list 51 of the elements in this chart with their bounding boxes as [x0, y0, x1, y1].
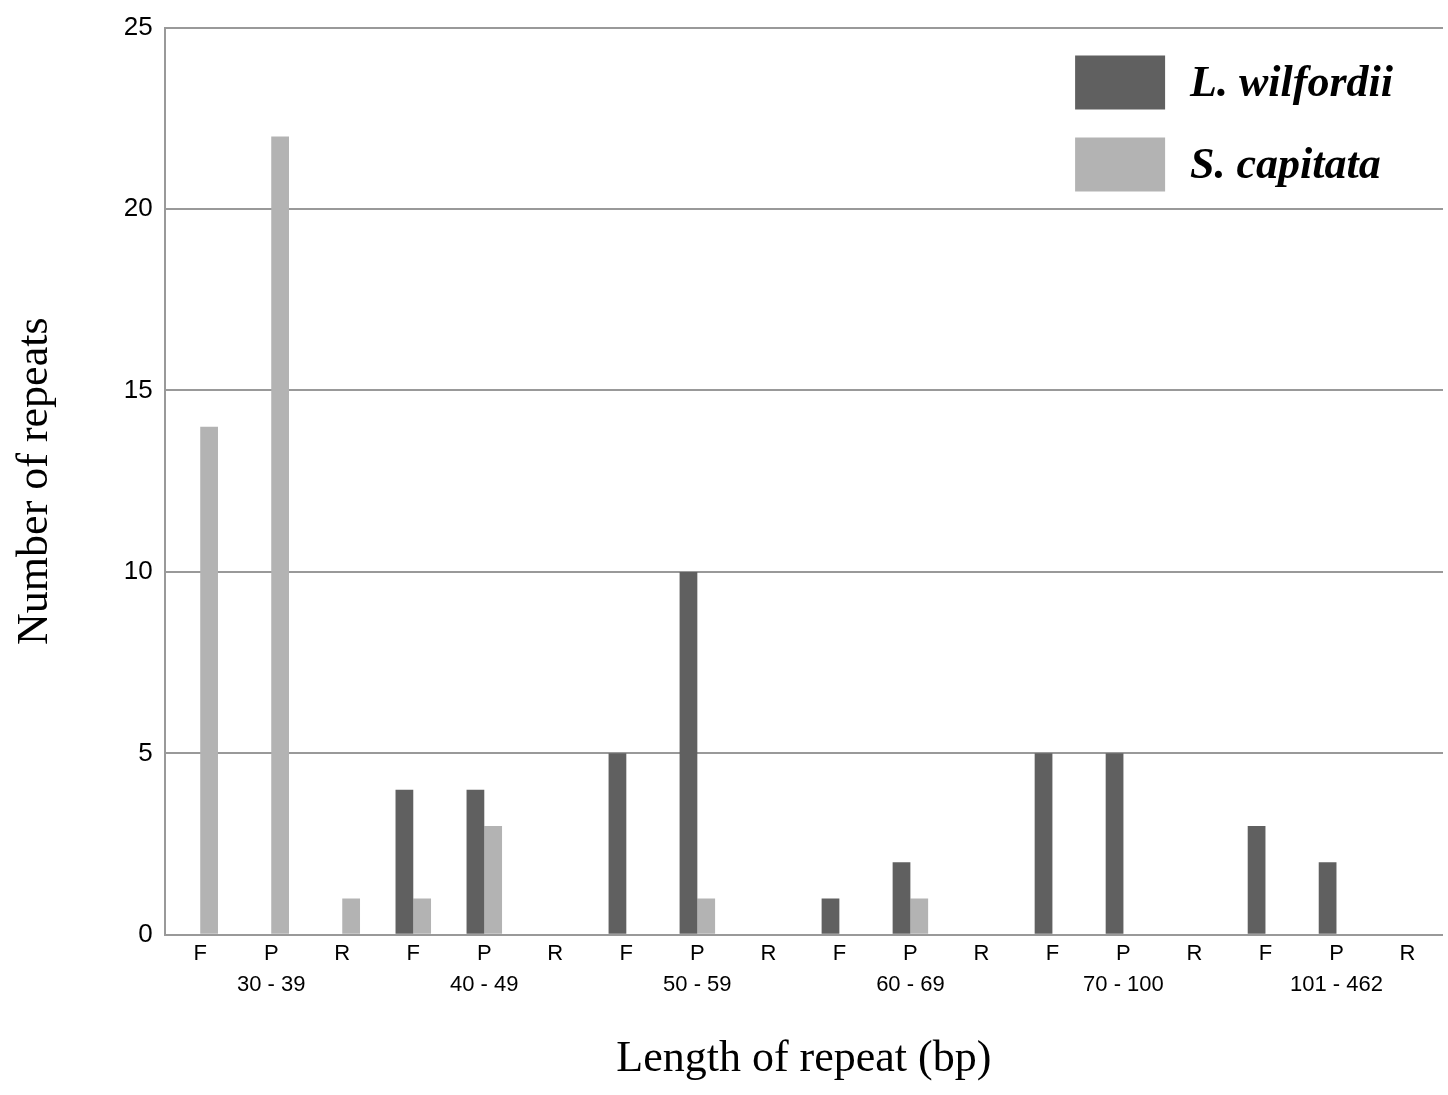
- bar: [679, 571, 698, 934]
- x-tick-label: R: [334, 940, 351, 966]
- text: 40 - 49: [450, 970, 519, 996]
- text: 101 - 462: [1289, 970, 1383, 996]
- bar: [484, 825, 503, 934]
- y-tick-label: 5: [138, 736, 153, 767]
- legend-label: S. capitata: [1190, 138, 1381, 188]
- bar: [466, 789, 485, 934]
- y-tick-label: 0: [138, 917, 153, 948]
- x-tick-label: R: [760, 940, 777, 966]
- x-tick-label: P: [263, 940, 279, 966]
- bar: [395, 789, 414, 934]
- x-tick-label: F: [406, 940, 420, 966]
- y-tick-label: 20: [123, 192, 153, 223]
- x-tick-label: R: [973, 940, 990, 966]
- x-tick-label: F: [1258, 940, 1273, 966]
- bar: [1318, 862, 1337, 934]
- x-tick-label: P: [476, 940, 492, 966]
- bar: [697, 898, 716, 934]
- x-axis-title: Length of repeat (bp): [616, 1032, 992, 1082]
- x-tick-label: R: [1399, 940, 1416, 966]
- x-tick-label: P: [689, 940, 705, 966]
- x-tick-label: F: [1045, 940, 1060, 966]
- bar: [1247, 825, 1266, 934]
- x-tick-label: P: [903, 940, 918, 966]
- bar: [892, 862, 911, 934]
- bar: [413, 898, 432, 934]
- x-tick-label: P: [1329, 940, 1344, 966]
- text: 50 - 59: [663, 970, 732, 996]
- bar: [1105, 753, 1124, 934]
- bar: [910, 898, 929, 934]
- text: 60 - 69: [876, 970, 945, 996]
- x-tick-label: F: [193, 940, 207, 966]
- y-axis-title: Number of repeats: [7, 317, 57, 645]
- bar: [821, 898, 840, 934]
- y-tick-label: 10: [123, 555, 153, 586]
- bar: [200, 426, 218, 934]
- bar: [342, 898, 361, 934]
- x-tick-label: R: [1186, 940, 1203, 966]
- y-tick-label: 15: [123, 373, 153, 404]
- bar: [271, 136, 289, 934]
- text: 30 - 39: [236, 970, 306, 996]
- x-tick-label: F: [619, 940, 634, 966]
- bar: [608, 753, 627, 934]
- text: 70 - 100: [1083, 970, 1164, 996]
- legend-label: L. wilfordii: [1189, 56, 1394, 106]
- x-tick-label: R: [547, 940, 564, 966]
- x-tick-label: F: [832, 940, 847, 966]
- x-tick-label: P: [1116, 940, 1131, 966]
- bar: [1034, 753, 1053, 934]
- y-tick-label: 25: [123, 10, 153, 41]
